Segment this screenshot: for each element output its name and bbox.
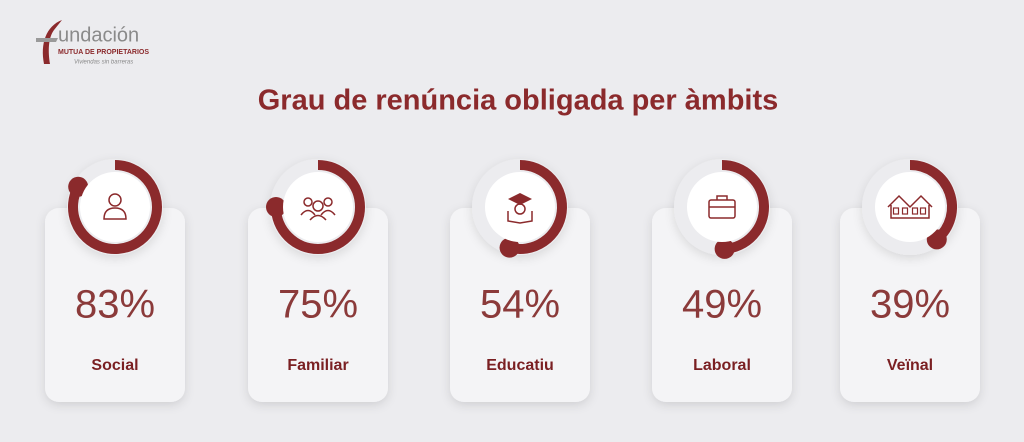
chart-title: Grau de renúncia obligada per àmbits [258, 85, 779, 117]
gauge-arc [271, 160, 365, 254]
icon [309, 214, 327, 221]
icon [919, 207, 927, 215]
icon [709, 195, 735, 208]
value-label: 83% [75, 283, 155, 327]
gauge-inner [485, 172, 555, 242]
card [450, 208, 590, 402]
gauge-arc [508, 160, 567, 254]
card [248, 208, 388, 402]
category-label: Veïnal [887, 357, 933, 374]
gauge-card: 75% Familiar [248, 159, 388, 402]
card [45, 208, 185, 402]
gauge-end [714, 238, 735, 259]
gauge-end [499, 237, 520, 258]
logo-subtitle: MUTUA DE PROPIETARIOS [58, 49, 149, 56]
gauge-card: 39% Veïnal [840, 159, 980, 402]
icon [887, 194, 933, 219]
category-label: Laboral [693, 357, 751, 374]
category-label: Familiar [287, 357, 348, 374]
icon [508, 193, 532, 205]
category-label: Social [91, 357, 138, 374]
gauge-arc [721, 160, 769, 254]
gauge-arc [909, 160, 957, 244]
value-label: 54% [480, 283, 560, 327]
gauge-card: 83% Social [45, 159, 185, 402]
icon [320, 209, 336, 216]
icon [103, 207, 127, 220]
category-label: Educatiu [486, 357, 554, 374]
icon [108, 193, 122, 207]
gauge-card: 49% Laboral [652, 159, 792, 402]
icon [312, 200, 324, 212]
logo-mark [36, 38, 58, 42]
icon [323, 197, 333, 207]
logo-name: undación [58, 24, 139, 46]
logo: undación MUTUA DE PROPIETARIOS Viviendas… [36, 20, 149, 66]
icon [300, 209, 316, 216]
card [652, 208, 792, 402]
icon [892, 207, 900, 215]
logo-tagline: Viviendas sin barreras [74, 60, 133, 66]
gauge-card: 54% Educatiu [450, 159, 590, 402]
icon [901, 207, 909, 215]
gauge-arc [68, 160, 162, 254]
value-label: 49% [682, 283, 762, 327]
icon [303, 197, 313, 207]
icon [911, 207, 919, 215]
gauge-end [68, 176, 89, 197]
card [840, 208, 980, 402]
value-label: 39% [870, 283, 950, 327]
logo-mark [42, 20, 62, 64]
icon [514, 203, 526, 215]
value-label: 75% [278, 283, 358, 327]
icon [708, 199, 736, 219]
gauge-end [266, 197, 286, 217]
icon [507, 211, 533, 224]
gauge-inner [80, 172, 150, 242]
